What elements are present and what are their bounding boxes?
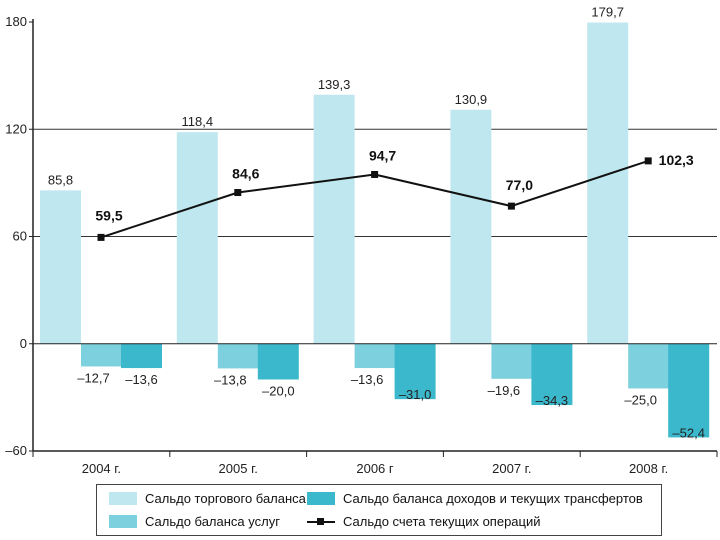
legend-swatch-current-account xyxy=(307,515,335,528)
bar-s0-c0 xyxy=(40,190,81,344)
x-tick-label-0: 2004 г. xyxy=(82,461,121,476)
bar-label-s0-c0: 85,8 xyxy=(48,172,73,187)
bar-s1-c4 xyxy=(628,343,670,389)
bar-s1-c2 xyxy=(354,343,396,369)
line-point-c4 xyxy=(644,157,652,165)
legend-label-income: Сальдо баланса доходов и текущих трансфе… xyxy=(343,491,643,506)
x-tick-label-4: 2008 г. xyxy=(629,461,668,476)
line-label-c1: 84,6 xyxy=(232,166,259,182)
bar-s2-c0 xyxy=(121,343,162,369)
legend-item-income: Сальдо баланса доходов и текущих трансфе… xyxy=(307,491,643,506)
y-tick-label-0: 0 xyxy=(20,336,27,351)
bar-label-s2-c1: –20,0 xyxy=(262,384,295,399)
line-label-c3: 77,0 xyxy=(506,177,533,193)
bar-s0-c3 xyxy=(450,109,492,344)
bar-label-s1-c1: –13,8 xyxy=(214,372,247,387)
y-tick-label-180: 180 xyxy=(5,14,27,29)
bar-s0-c1 xyxy=(176,132,218,344)
bar-label-s0-c4: 179,7 xyxy=(591,5,624,20)
bar-s2-c1 xyxy=(257,343,299,380)
bar-label-s1-c2: –13,6 xyxy=(351,372,384,387)
line-point-c2 xyxy=(371,170,379,178)
line-point-c3 xyxy=(507,202,515,210)
line-point-c0 xyxy=(97,233,105,241)
bar-label-s0-c3: 130,9 xyxy=(455,92,488,107)
legend-item-trade: Сальдо торгового баланса xyxy=(109,491,306,506)
x-tick-label-2: 2006 г xyxy=(356,461,394,476)
bar-s1-c3 xyxy=(491,343,533,379)
y-tick-label-60: 60 xyxy=(13,229,27,244)
legend-item-services: Сальдо баланса услуг xyxy=(109,514,280,529)
legend-swatch-trade xyxy=(109,492,137,505)
bar-label-s1-c3: –19,6 xyxy=(488,383,521,398)
bar-s2-c4 xyxy=(668,343,710,438)
legend-label-trade: Сальдо торгового баланса xyxy=(145,491,306,506)
line-label-c4: 102,3 xyxy=(659,152,694,168)
legend-label-services: Сальдо баланса услуг xyxy=(145,514,280,529)
line-label-c0: 59,5 xyxy=(95,207,122,223)
bar-label-s2-c2: –31,0 xyxy=(399,387,432,402)
bar-s2-c2 xyxy=(394,343,436,400)
bar-label-s1-c0: –12,7 xyxy=(77,370,110,385)
line-label-c2: 94,7 xyxy=(369,147,396,163)
bar-label-s1-c4: –25,0 xyxy=(624,392,657,407)
line-point-c1 xyxy=(234,189,242,197)
y-tick-label--60: –60 xyxy=(5,443,27,458)
bar-s0-c2 xyxy=(313,94,355,344)
legend-swatch-services xyxy=(109,515,137,528)
bar-label-s2-c0: –13,6 xyxy=(125,372,158,387)
x-tick-label-1: 2005 г. xyxy=(219,461,258,476)
bar-label-s2-c3: –34,3 xyxy=(536,393,569,408)
bar-label-s0-c2: 139,3 xyxy=(318,77,351,92)
y-tick-label-120: 120 xyxy=(5,121,27,136)
bar-s1-c1 xyxy=(217,343,259,369)
legend-label-current-account: Сальдо счета текущих операций xyxy=(343,514,541,529)
bar-s0-c4 xyxy=(587,22,629,344)
bar-s1-c0 xyxy=(81,343,122,367)
legend-item-current-account: Сальдо счета текущих операций xyxy=(307,514,541,529)
x-tick-label-3: 2007 г. xyxy=(492,461,531,476)
legend: Сальдо торгового баланса Сальдо баланса … xyxy=(96,484,662,536)
bar-label-s0-c1: 118,4 xyxy=(182,114,214,129)
bar-s2-c3 xyxy=(531,343,573,406)
legend-swatch-income xyxy=(307,492,335,505)
bar-label-s2-c4: –52,4 xyxy=(672,425,705,440)
